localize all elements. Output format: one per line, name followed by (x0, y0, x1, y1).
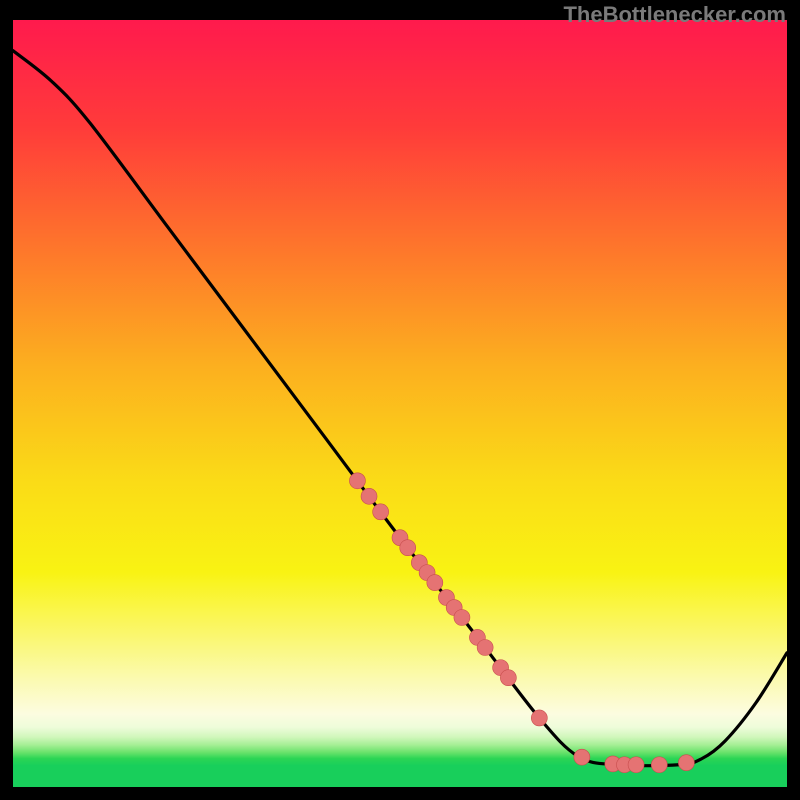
plot-background (13, 20, 787, 787)
scatter-point (500, 670, 516, 686)
scatter-point (454, 609, 470, 625)
scatter-point (361, 488, 377, 504)
scatter-point (651, 757, 667, 773)
scatter-point (400, 540, 416, 556)
scatter-point (628, 757, 644, 773)
scatter-point (427, 575, 443, 591)
scatter-point (531, 710, 547, 726)
chart-container: TheBottlenecker.com (0, 0, 800, 800)
scatter-point (678, 755, 694, 771)
watermark-text: TheBottlenecker.com (563, 2, 786, 28)
scatter-point (574, 749, 590, 765)
scatter-point (349, 473, 365, 489)
scatter-point (477, 640, 493, 656)
plot-svg (13, 20, 787, 787)
scatter-point (373, 504, 389, 520)
